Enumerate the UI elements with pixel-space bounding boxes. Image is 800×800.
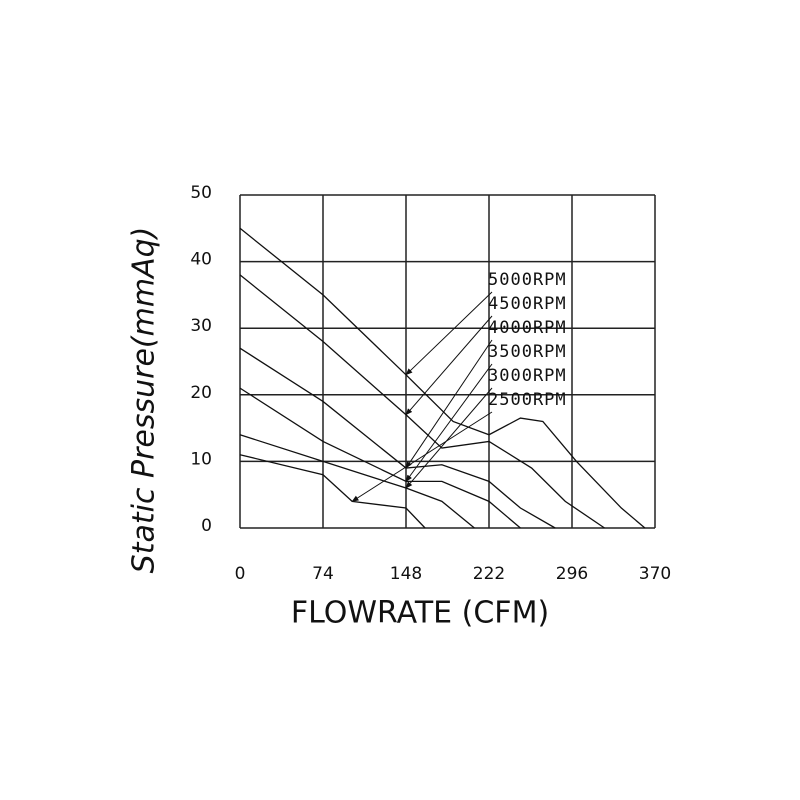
series-label: 4500RPM — [488, 294, 567, 314]
label-arrow — [405, 387, 493, 489]
x-tick-label: 370 — [639, 564, 671, 584]
label-arrow — [405, 315, 493, 416]
series-line — [239, 387, 521, 529]
label-arrow — [405, 363, 493, 482]
y-axis-label: Static Pressure(mmAq) — [127, 227, 162, 574]
y-tick-label: 10 — [190, 449, 212, 469]
y-tick-label: 20 — [190, 383, 212, 403]
series-label: 2500RPM — [488, 390, 567, 410]
series-label: 5000RPM — [488, 270, 567, 290]
y-tick-label: 50 — [190, 183, 212, 203]
x-tick-label: 296 — [556, 564, 588, 584]
label-arrow — [405, 339, 493, 469]
x-tick-label: 0 — [235, 564, 246, 584]
x-tick-label: 148 — [390, 564, 422, 584]
series-label: 4000RPM — [488, 318, 567, 338]
series-label: 3500RPM — [488, 342, 567, 362]
series-line — [239, 347, 556, 529]
series-line — [239, 274, 605, 529]
x-axis-label: FLOWRATE (CFM) — [291, 596, 549, 631]
x-tick-label: 74 — [312, 564, 334, 584]
x-tick-label: 222 — [473, 564, 505, 584]
label-arrow — [351, 411, 493, 502]
label-arrow — [405, 291, 493, 376]
series-label: 3000RPM — [488, 366, 567, 386]
series-line — [239, 454, 426, 529]
y-tick-label: 40 — [190, 250, 212, 270]
y-tick-label: 30 — [190, 316, 212, 336]
y-tick-label: 0 — [201, 516, 212, 536]
series-line — [239, 227, 646, 529]
